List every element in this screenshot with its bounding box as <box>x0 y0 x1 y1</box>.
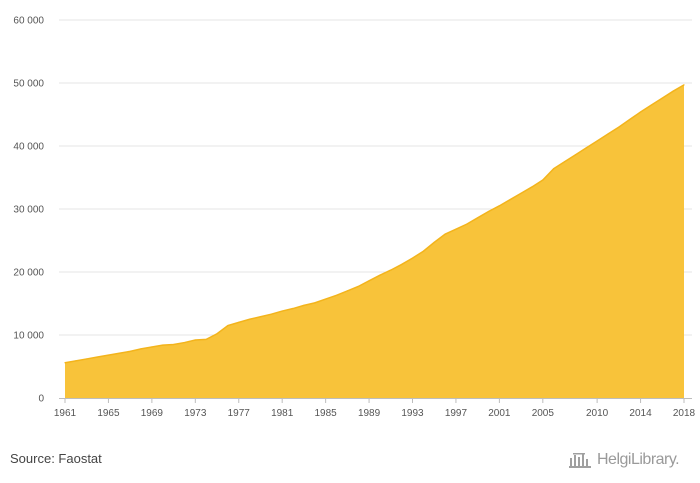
data-point <box>140 348 142 350</box>
data-point <box>368 280 370 282</box>
x-tick-label: 2018 <box>673 408 696 419</box>
data-point <box>639 111 642 113</box>
data-point <box>379 274 381 276</box>
data-point <box>390 269 392 271</box>
data-point <box>618 126 620 128</box>
data-point <box>411 257 414 259</box>
data-point <box>270 313 272 315</box>
building-logo-icon <box>569 453 591 468</box>
data-point <box>607 133 609 135</box>
x-tick-label: 1985 <box>315 408 338 419</box>
y-tick-label: 60 000 <box>13 16 44 27</box>
data-point <box>194 339 196 341</box>
x-tick-label: 1981 <box>271 408 294 419</box>
data-point <box>455 228 457 230</box>
data-point <box>520 192 522 194</box>
data-point <box>183 341 186 344</box>
logo-wordmark: HelgiLibrary. <box>597 451 680 468</box>
data-point <box>585 147 587 149</box>
x-tick-label: 1977 <box>228 408 251 419</box>
data-point <box>216 333 218 335</box>
x-tick-label: 2010 <box>586 408 609 419</box>
data-point <box>357 285 359 288</box>
axis-layer <box>59 398 692 403</box>
data-point <box>162 344 164 346</box>
y-tick-labels: 0 10 000 20 000 30 000 40 000 50 000 60 000 <box>13 16 44 405</box>
x-tick-label: 2014 <box>629 408 652 419</box>
data-point <box>553 168 555 170</box>
x-tick-label: 1997 <box>445 408 468 419</box>
x-tick-label: 1965 <box>97 408 120 419</box>
data-point <box>86 358 88 360</box>
data-point <box>422 250 424 252</box>
area-series <box>65 84 684 398</box>
data-point <box>346 290 348 292</box>
data-point <box>596 140 598 142</box>
area-layer <box>64 84 685 398</box>
x-tick-label: 1989 <box>358 408 381 419</box>
y-tick-label: 0 <box>38 394 44 405</box>
data-point <box>531 186 533 188</box>
data-point <box>129 350 131 352</box>
data-point <box>227 324 229 327</box>
y-tick-label: 30 000 <box>13 205 44 216</box>
data-point <box>466 223 468 225</box>
area-series-line <box>64 84 685 364</box>
data-point <box>498 205 500 207</box>
x-tick-labels: 1961 1965 1969 1973 1977 1981 1985 1989 1993 1997… <box>54 408 696 419</box>
y-tick-label: 40 000 <box>13 142 44 153</box>
data-point <box>118 352 120 354</box>
x-tick-label: 1969 <box>141 408 164 419</box>
data-point <box>661 97 663 99</box>
data-point <box>335 294 338 296</box>
data-point <box>96 356 99 358</box>
data-point <box>238 321 240 323</box>
y-tick-label: 10 000 <box>13 331 44 342</box>
data-point <box>151 346 153 348</box>
data-point <box>75 360 77 362</box>
data-point <box>401 263 403 266</box>
x-tick-label: 1961 <box>54 408 77 419</box>
x-tick-label: 2001 <box>488 408 511 419</box>
x-tick-label: 1993 <box>401 408 424 419</box>
x-tick-label: 1973 <box>184 408 207 419</box>
data-point <box>249 318 251 320</box>
data-point <box>563 161 566 163</box>
data-point <box>683 84 685 86</box>
data-point <box>542 179 544 181</box>
data-point <box>509 198 511 201</box>
helgi-library-logo: HelgiLibrary. <box>568 450 680 470</box>
y-tick-label: 50 000 <box>13 79 44 90</box>
x-tick-label: 2005 <box>532 408 555 419</box>
data-point <box>292 307 294 310</box>
data-point <box>477 217 479 219</box>
data-point <box>629 118 631 121</box>
data-point <box>433 241 435 243</box>
data-point <box>303 304 305 306</box>
data-point <box>314 302 316 304</box>
data-point <box>444 233 446 235</box>
data-point <box>650 104 653 106</box>
data-point <box>107 354 110 356</box>
y-tick-label: 20 000 <box>13 268 44 279</box>
data-point <box>672 90 674 92</box>
data-point <box>172 343 175 346</box>
source-caption: Source: Faostat <box>10 451 102 466</box>
data-point <box>64 362 66 364</box>
data-point <box>205 338 207 341</box>
data-point <box>325 298 327 300</box>
data-point <box>259 316 262 318</box>
data-point <box>487 210 490 213</box>
data-point <box>574 154 577 156</box>
data-point <box>281 310 283 312</box>
